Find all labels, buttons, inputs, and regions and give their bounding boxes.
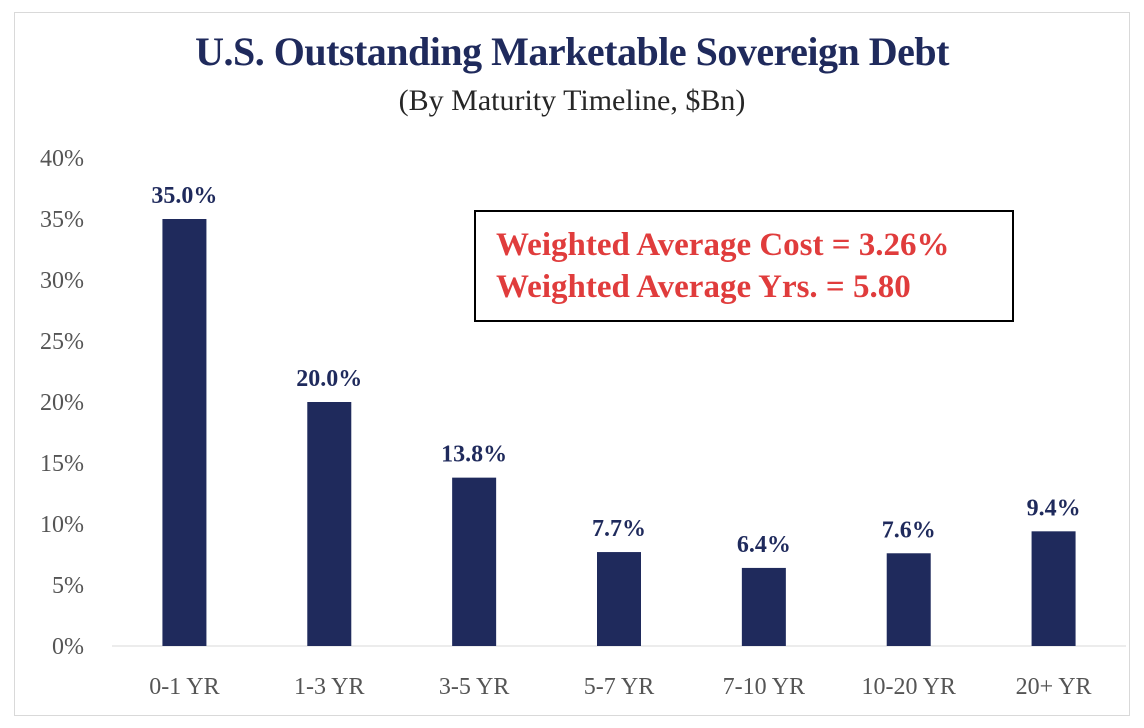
bar-0-1-yr (162, 219, 207, 646)
x-tick-label: 1-3 YR (294, 674, 364, 700)
chart-subtitle: (By Maturity Timeline, $Bn) (398, 84, 746, 117)
y-tick-label: 15% (40, 451, 84, 477)
bar-20-yr (1031, 531, 1076, 646)
annotation-box: Weighted Average Cost = 3.26% Weighted A… (474, 210, 1014, 322)
data-label: 13.8% (441, 442, 507, 468)
data-label: 7.7% (592, 516, 646, 542)
y-tick-label: 20% (40, 390, 84, 416)
y-tick-label: 5% (52, 573, 84, 599)
data-label: 9.4% (1027, 495, 1081, 521)
bar-10-20-yr (886, 553, 931, 646)
x-tick-label: 3-5 YR (439, 674, 509, 700)
chart-title: U.S. Outstanding Marketable Sovereign De… (195, 29, 949, 74)
y-tick-label: 10% (40, 512, 84, 538)
y-tick-label: 30% (40, 268, 84, 294)
data-label: 20.0% (296, 366, 362, 392)
y-tick-label: 35% (40, 207, 84, 233)
bar-5-7-yr (597, 552, 641, 646)
bar-3-5-yr (452, 477, 497, 646)
data-labels-group: 35.0% 20.0% 13.8% 7.7% 6.4% 7.6% 9.4% (151, 183, 1080, 558)
x-tick-label: 7-10 YR (723, 674, 805, 700)
annotation-weighted-cost: Weighted Average Cost = 3.26% (496, 227, 950, 263)
y-axis: 0% 5% 10% 15% 20% 25% 30% 35% 40% (40, 146, 84, 660)
bars-group (162, 219, 1076, 646)
y-tick-label: 25% (40, 329, 84, 355)
x-axis: 0-1 YR 1-3 YR 3-5 YR 5-7 YR 7-10 YR 10-20 YR 2… (149, 674, 1091, 700)
y-tick-label: 40% (40, 146, 84, 172)
data-label: 35.0% (151, 183, 217, 209)
y-tick-label: 0% (52, 634, 84, 660)
bar-7-10-yr (741, 567, 786, 646)
bar-1-3-yr (307, 402, 352, 646)
data-label: 6.4% (737, 532, 791, 558)
x-tick-label: 5-7 YR (584, 674, 654, 700)
x-tick-label: 0-1 YR (149, 674, 219, 700)
x-tick-label: 20+ YR (1016, 674, 1092, 700)
annotation-weighted-years: Weighted Average Yrs. = 5.80 (496, 269, 911, 305)
x-tick-label: 10-20 YR (861, 674, 955, 700)
data-label: 7.6% (882, 517, 936, 543)
